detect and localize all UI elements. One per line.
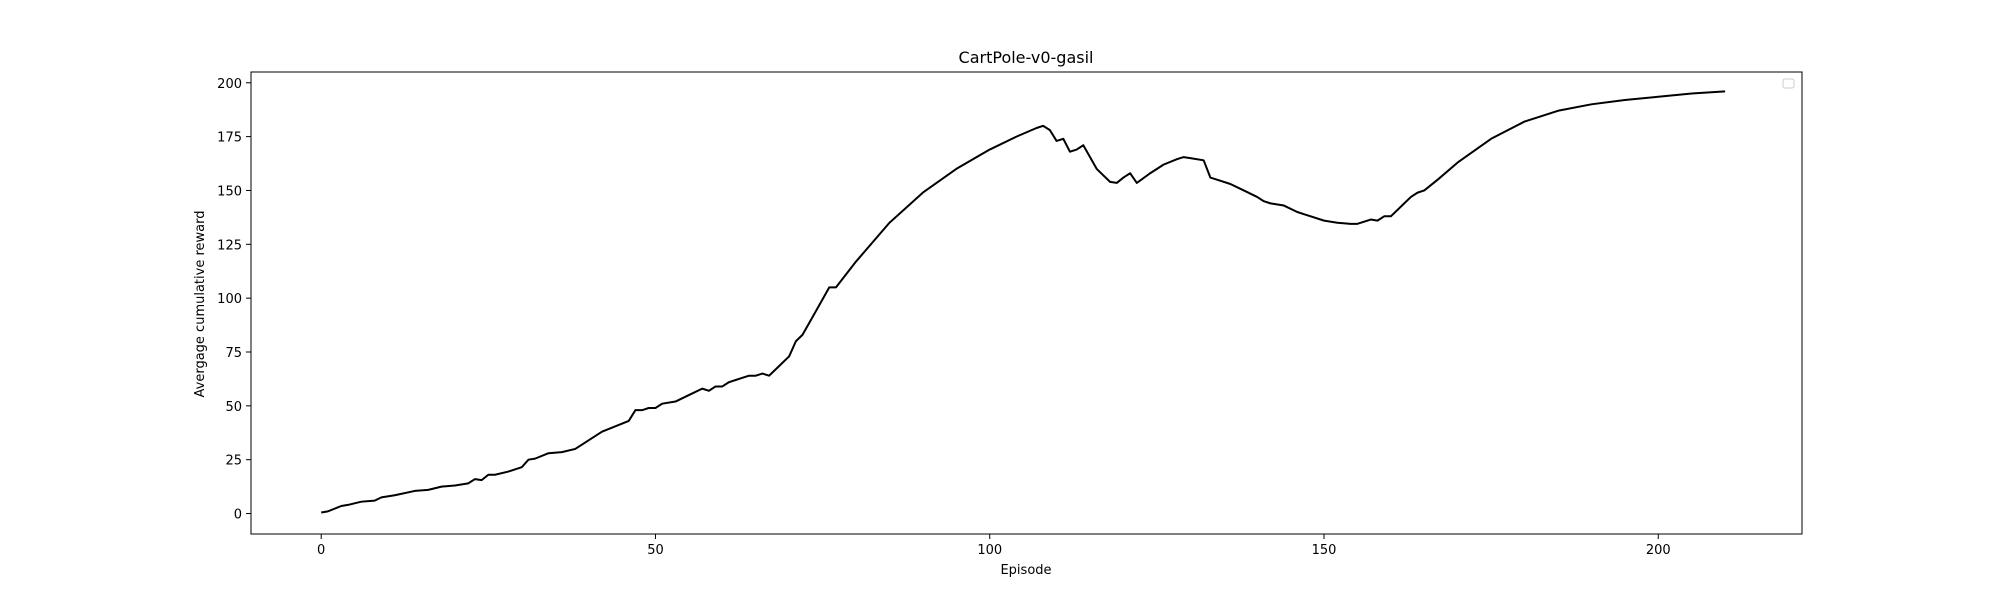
y-axis-label: Avergage cumulative reward (193, 211, 208, 398)
chart-title: CartPole-v0-gasil (959, 48, 1094, 67)
y-tick-label: 125 (217, 238, 242, 253)
x-tick-label: 150 (1312, 543, 1337, 558)
x-tick-label: 100 (977, 543, 1002, 558)
y-tick-label: 150 (217, 184, 242, 199)
y-axis: 0 25 50 75 100 125 150 175 200 (217, 77, 251, 523)
axes-frame (250, 71, 1803, 535)
x-tick-label: 200 (1646, 543, 1671, 558)
y-tick-label: 25 (225, 454, 242, 469)
y-tick-label: 75 (225, 346, 242, 361)
x-tick-label: 50 (647, 543, 664, 558)
y-tick-label: 50 (225, 400, 242, 415)
plot-area (321, 90, 1726, 514)
y-tick-label: 200 (217, 77, 242, 92)
x-tick-label: 0 (317, 543, 325, 558)
x-axis-label: Episode (1000, 563, 1051, 578)
series-line-0 (321, 90, 1726, 514)
x-axis: 0 50 100 150 200 (317, 534, 1671, 558)
legend-box (1782, 78, 1795, 89)
y-tick-label: 100 (217, 292, 242, 307)
y-tick-label: 175 (217, 131, 242, 146)
y-tick-label: 0 (234, 508, 242, 523)
